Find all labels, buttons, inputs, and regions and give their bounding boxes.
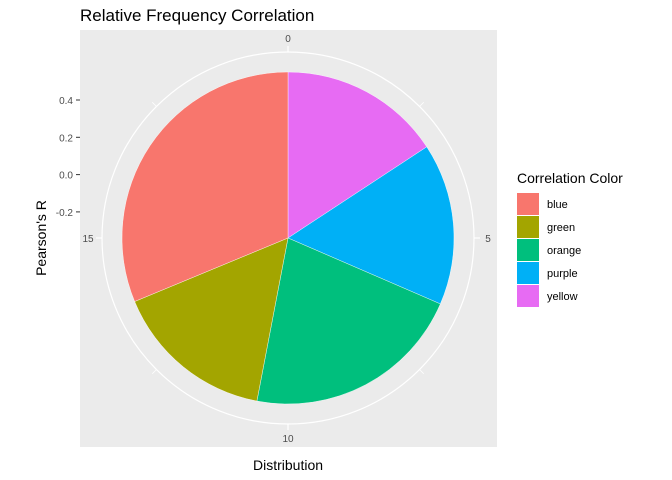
legend-label-blue: blue (547, 199, 568, 211)
chart-title: Relative Frequency Correlation (80, 6, 314, 25)
slice-orange (256, 237, 441, 405)
legend-key-yellow (517, 285, 539, 307)
grid-spoke (419, 101, 425, 107)
legend-key-orange (517, 239, 539, 261)
y-axis-label: Pearson's R (33, 200, 49, 276)
x-axis-label: Distribution (253, 457, 323, 473)
legend-label-yellow: yellow (547, 291, 578, 303)
legend-label-green: green (547, 222, 575, 234)
grid-spoke (419, 369, 425, 375)
legend-label-orange: orange (547, 245, 581, 257)
theta-tick-label: 5 (485, 234, 491, 245)
slice-purple (287, 146, 455, 305)
slice-blue (121, 71, 289, 302)
slice-green (134, 237, 289, 402)
legend-title: Correlation Color (517, 170, 623, 186)
theta-tick-labels: 0 5 10 15 (82, 34, 491, 445)
legend-key-purple (517, 262, 539, 284)
legend: Correlation Color blue green orange purple y… (517, 170, 623, 307)
grid-spoke (151, 101, 157, 107)
legend-key-blue (517, 193, 539, 215)
theta-tick-label: 15 (82, 234, 94, 245)
theta-tick-label: 0 (285, 34, 291, 45)
polar-grid (96, 46, 480, 430)
pie-slices (121, 71, 455, 405)
y-tick-label: 0.2 (59, 133, 73, 144)
legend-label-purple: purple (547, 268, 578, 280)
y-tick-label: 0.0 (59, 171, 73, 182)
grid-spoke (151, 369, 157, 375)
slice-yellow (287, 71, 428, 239)
theta-tick-label: 10 (282, 434, 294, 445)
y-tick-label: 0.4 (59, 96, 73, 107)
y-tick-label: -0.2 (56, 208, 74, 219)
y-axis-ticks: 0.4 0.2 0.0 -0.2 (56, 96, 80, 219)
legend-items: blue green orange purple yellow (517, 193, 581, 307)
legend-key-green (517, 216, 539, 238)
